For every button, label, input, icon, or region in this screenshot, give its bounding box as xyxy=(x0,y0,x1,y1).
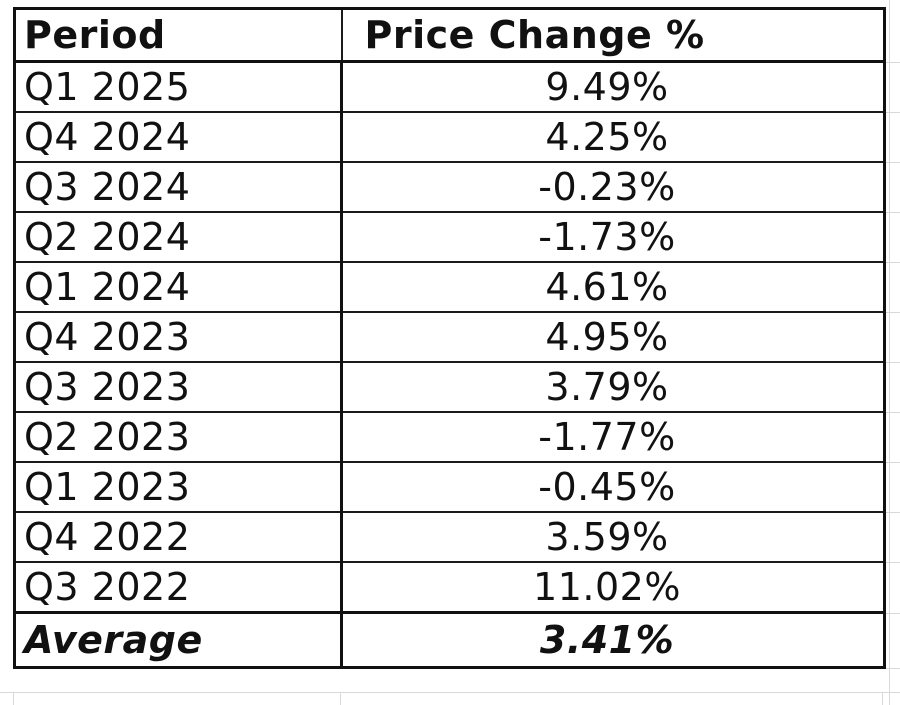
price-change-cell[interactable]: -0.45% xyxy=(340,461,886,513)
gridline xyxy=(0,692,900,693)
table-row: Q2 2023 -1.77% xyxy=(13,411,886,463)
period-cell[interactable]: Q4 2024 xyxy=(13,111,343,163)
price-change-cell[interactable]: -1.77% xyxy=(340,411,886,463)
table-row: Q1 2023 -0.45% xyxy=(13,461,886,513)
table-row: Q4 2024 4.25% xyxy=(13,111,886,163)
price-change-cell[interactable]: 3.79% xyxy=(340,361,886,413)
gridline xyxy=(885,112,900,113)
price-change-cell[interactable]: -1.73% xyxy=(340,211,886,263)
price-change-cell[interactable]: 3.59% xyxy=(340,511,886,563)
gridline xyxy=(885,562,900,563)
gridline xyxy=(13,692,14,705)
price-change-table: Period Price Change % Q1 2025 9.49% Q4 202… xyxy=(13,7,886,669)
table-row: Q4 2022 3.59% xyxy=(13,511,886,563)
period-cell[interactable]: Q1 2024 xyxy=(13,261,343,313)
period-cell[interactable]: Q1 2025 xyxy=(13,60,343,113)
price-change-cell[interactable]: -0.23% xyxy=(340,161,886,213)
gridline xyxy=(340,692,341,705)
table-body: Q1 2025 9.49% Q4 2024 4.25% Q3 2024 -0.23% Q2 … xyxy=(13,60,886,614)
gridline xyxy=(885,262,900,263)
period-cell[interactable]: Q2 2024 xyxy=(13,211,343,263)
gridline xyxy=(885,613,900,614)
table-row: Q4 2023 4.95% xyxy=(13,311,886,363)
table-row: Q3 2022 11.02% xyxy=(13,561,886,614)
gridline xyxy=(885,162,900,163)
period-cell[interactable]: Q3 2024 xyxy=(13,161,343,213)
period-cell[interactable]: Q4 2022 xyxy=(13,511,343,563)
header-row: Period Price Change % xyxy=(13,7,886,63)
period-cell[interactable]: Q2 2023 xyxy=(13,411,343,463)
period-cell[interactable]: Q3 2022 xyxy=(13,561,343,614)
table-row: Q3 2024 -0.23% xyxy=(13,161,886,213)
gridline xyxy=(885,668,900,669)
price-change-cell[interactable]: 9.49% xyxy=(340,60,886,113)
gridline xyxy=(885,462,900,463)
average-label[interactable]: Average xyxy=(13,611,343,669)
gridline xyxy=(885,62,900,63)
table-row: Q2 2024 -1.73% xyxy=(13,211,886,263)
table-row: Q1 2024 4.61% xyxy=(13,261,886,313)
period-cell[interactable]: Q1 2023 xyxy=(13,461,343,513)
table-row: Q1 2025 9.49% xyxy=(13,60,886,113)
period-cell[interactable]: Q3 2023 xyxy=(13,361,343,413)
gridline xyxy=(885,312,900,313)
gridline xyxy=(885,512,900,513)
price-change-cell[interactable]: 4.61% xyxy=(340,261,886,313)
average-value[interactable]: 3.41% xyxy=(340,611,886,669)
gridline xyxy=(885,212,900,213)
price-change-cell[interactable]: 4.95% xyxy=(340,311,886,363)
price-change-cell[interactable]: 11.02% xyxy=(340,561,886,614)
gridline xyxy=(885,412,900,413)
price-change-cell[interactable]: 4.25% xyxy=(340,111,886,163)
column-header-period[interactable]: Period xyxy=(13,7,343,63)
table-row: Q3 2023 3.79% xyxy=(13,361,886,413)
column-header-price-change[interactable]: Price Change % xyxy=(340,7,886,63)
average-row: Average 3.41% xyxy=(13,611,886,669)
gridline xyxy=(889,0,890,705)
period-cell[interactable]: Q4 2023 xyxy=(13,311,343,363)
gridline xyxy=(882,692,883,705)
gridline xyxy=(885,362,900,363)
